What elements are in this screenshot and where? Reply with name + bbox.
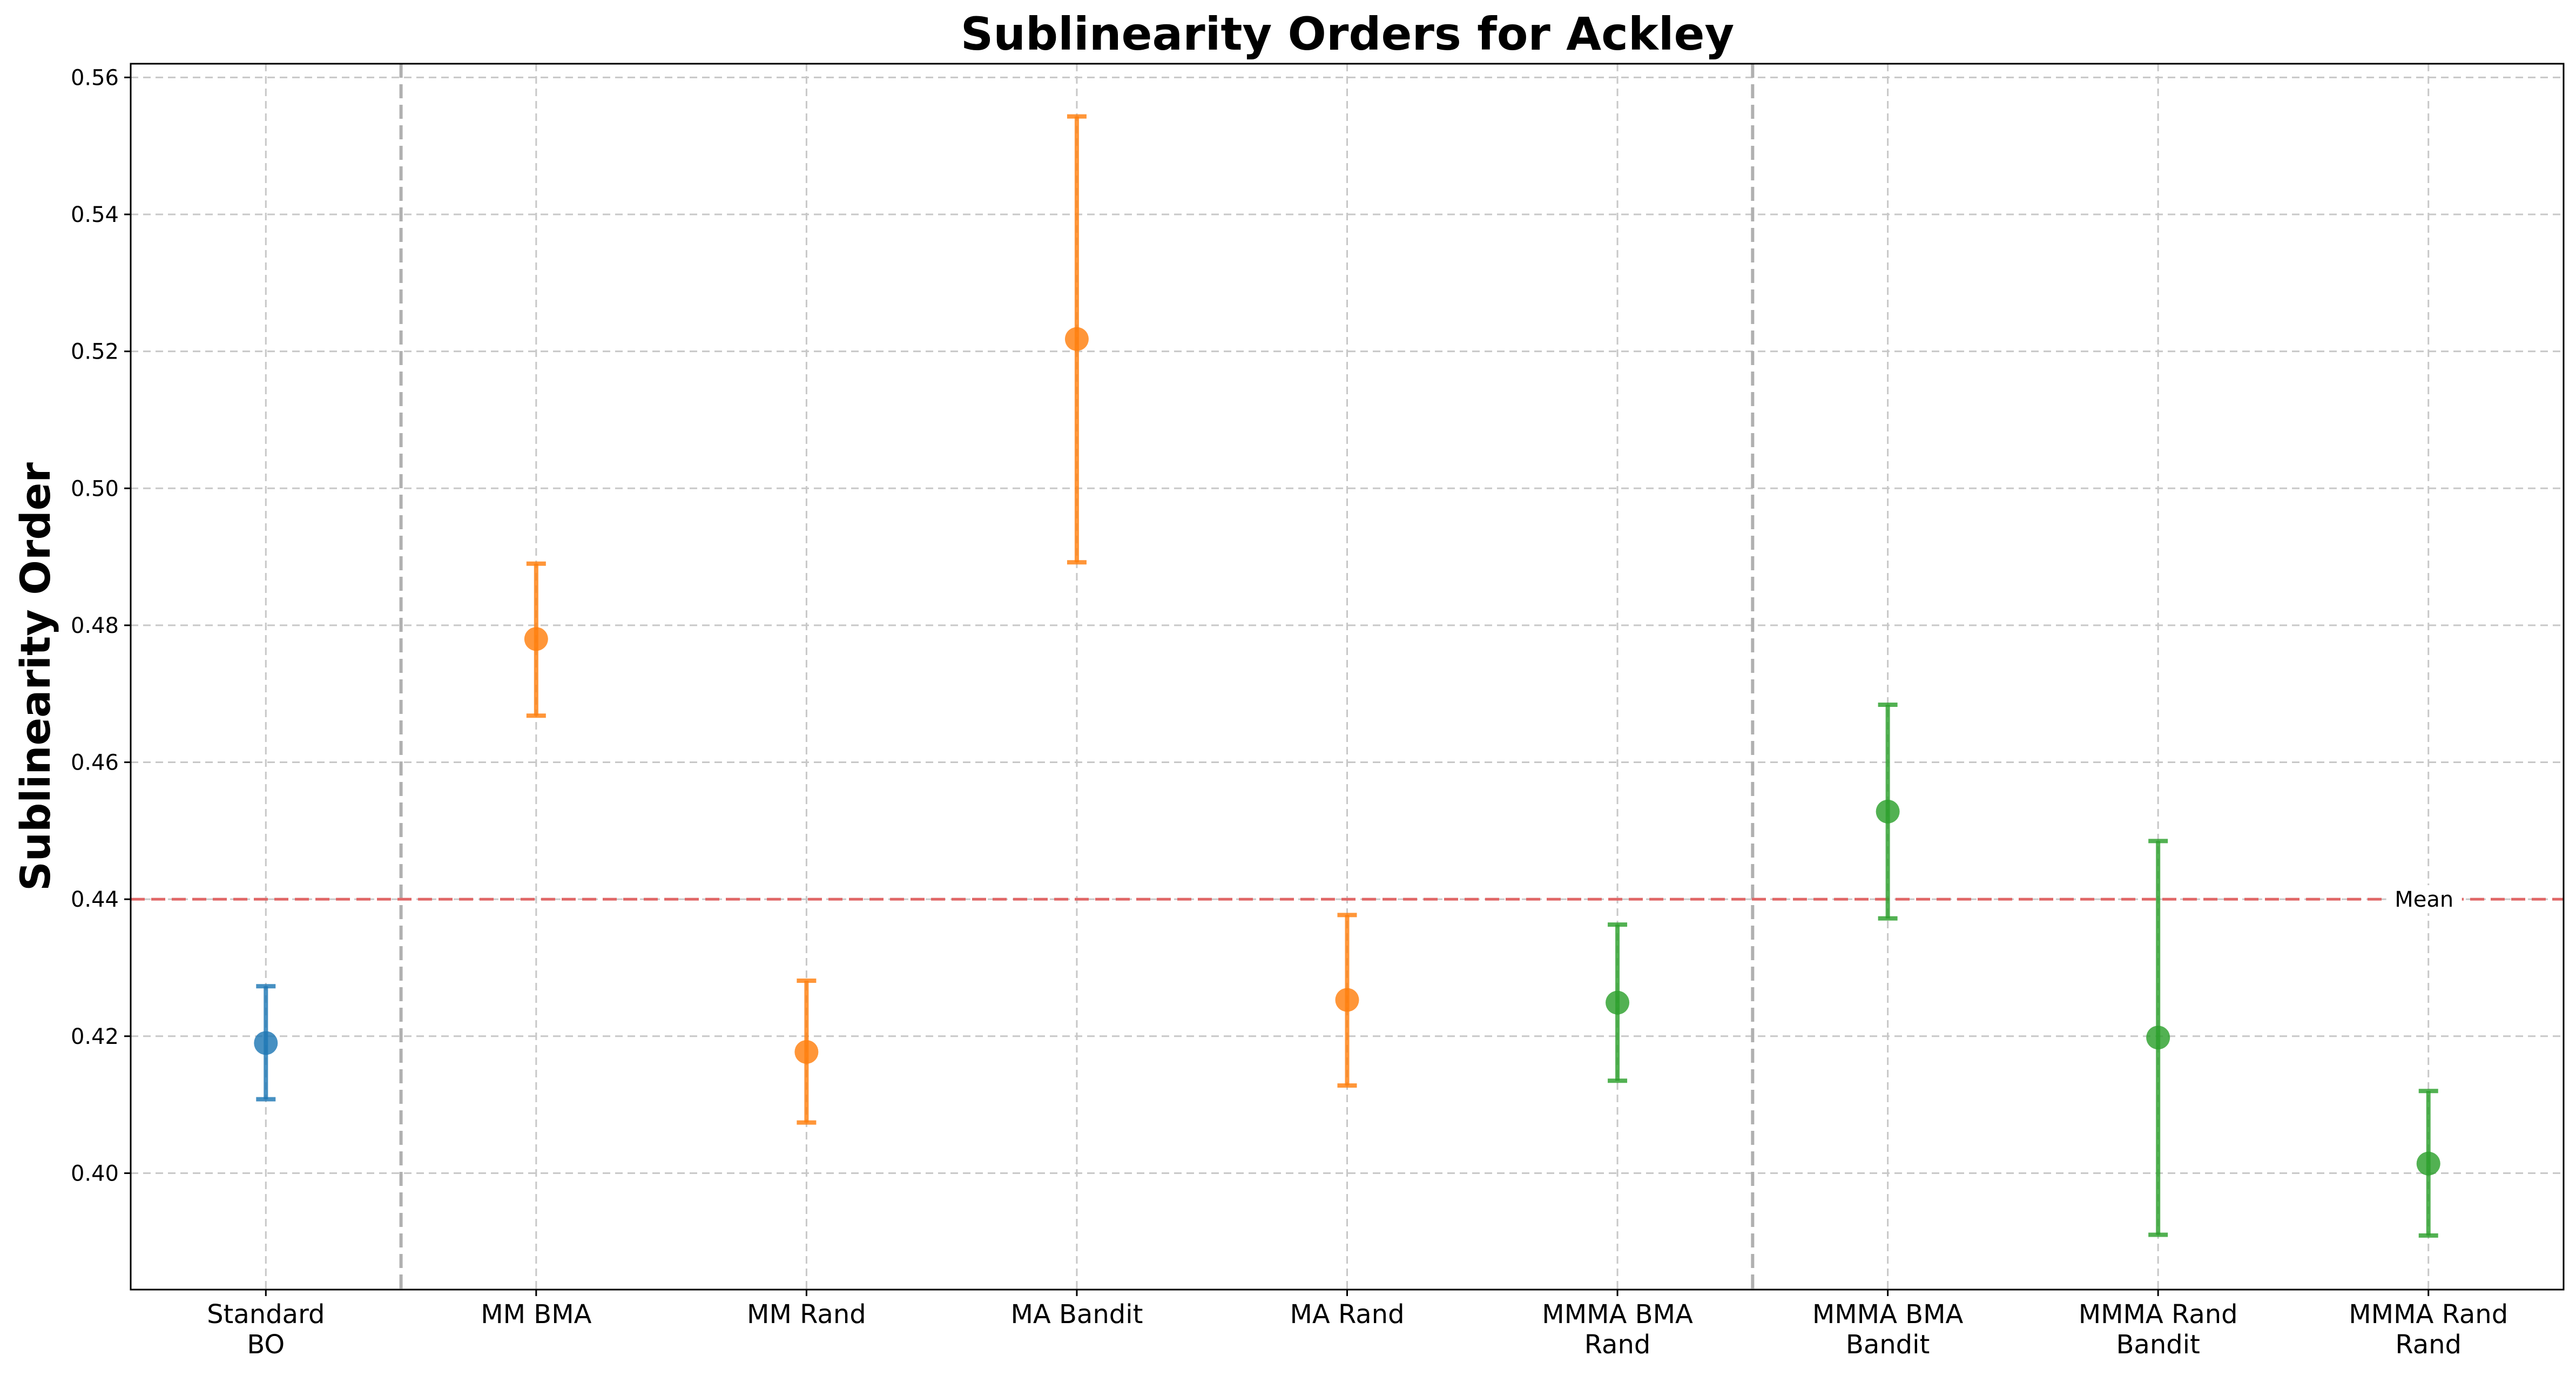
y-axis-label: Sublinearity Order: [11, 462, 59, 891]
x-tick-label: Rand: [2395, 1330, 2462, 1360]
y-tick-label: 0.52: [71, 340, 119, 365]
y-tick-label: 0.44: [71, 887, 119, 912]
x-tick-label: MMMA BMA: [1812, 1299, 1964, 1330]
mean-label: Mean: [2395, 887, 2453, 912]
data-point: [1335, 988, 1359, 1012]
x-tick-label: MMMA Rand: [2079, 1299, 2238, 1330]
mean-reference: Mean: [131, 885, 2564, 914]
y-axis-ticks: 0.40 0.42 0.44 0.46 0.48 0.50 0.52 0.54 0.56: [71, 65, 131, 1186]
chart-title: Sublinearity Orders for Ackley: [961, 8, 1735, 60]
x-tick-label: MMMA Rand: [2349, 1299, 2508, 1330]
y-tick-label: 0.42: [71, 1024, 119, 1049]
x-tick-label: MM Rand: [747, 1299, 866, 1330]
mean-label-background: [2386, 885, 2462, 914]
y-tick-label: 0.54: [71, 203, 119, 227]
data-point: [2416, 1151, 2440, 1176]
x-tick-label: Bandit: [1846, 1330, 1930, 1360]
y-tick-label: 0.50: [71, 476, 119, 501]
data-point: [2146, 1026, 2170, 1050]
x-tick-label: Bandit: [2116, 1330, 2200, 1360]
data-points: [254, 327, 2440, 1176]
x-tick-label: MM BMA: [481, 1299, 591, 1330]
y-tick-label: 0.46: [71, 751, 119, 775]
x-tick-label: MMMA BMA: [1542, 1299, 1693, 1330]
y-tick-label: 0.48: [71, 613, 119, 638]
x-tick-label: Rand: [1584, 1330, 1651, 1360]
data-point: [1606, 990, 1630, 1015]
x-tick-label: BO: [247, 1330, 285, 1360]
x-tick-label: MA Rand: [1290, 1299, 1404, 1330]
x-tick-label: MA Bandit: [1010, 1299, 1143, 1330]
data-point: [524, 627, 548, 651]
data-point: [1064, 327, 1089, 351]
data-point: [1876, 799, 1900, 824]
x-tick-label: Standard: [207, 1299, 325, 1330]
data-point: [794, 1040, 819, 1064]
y-tick-label: 0.56: [71, 65, 119, 90]
y-tick-label: 0.40: [71, 1161, 119, 1186]
grid: [131, 64, 2564, 1290]
data-point: [254, 1031, 278, 1055]
